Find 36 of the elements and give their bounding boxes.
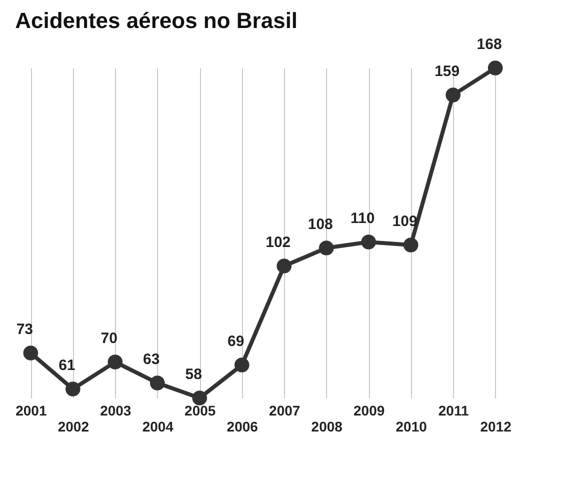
- point: [23, 346, 38, 360]
- point: [234, 358, 250, 372]
- x-tick-label: 2003: [100, 402, 132, 418]
- x-tick-label: 2010: [396, 418, 428, 434]
- data-label: 58: [185, 366, 202, 383]
- data-label: 63: [143, 351, 160, 368]
- point: [446, 88, 460, 102]
- point: [488, 60, 503, 76]
- x-tick-label: 2008: [311, 418, 343, 434]
- data-label: 102: [266, 234, 291, 251]
- point: [318, 240, 334, 256]
- point: [150, 376, 165, 390]
- x-tick-label: 2002: [58, 418, 90, 434]
- x-tick-label: 2005: [184, 402, 216, 418]
- point: [361, 234, 376, 250]
- data-label: 69: [228, 333, 244, 350]
- data-label: 159: [434, 63, 460, 80]
- point: [66, 382, 80, 396]
- data-label: 70: [100, 330, 118, 347]
- data-label: 61: [58, 357, 76, 374]
- data-label: 168: [476, 36, 502, 53]
- point: [192, 390, 208, 406]
- x-tick-label: 2011: [438, 402, 469, 418]
- x-tick-label: 2007: [269, 402, 300, 418]
- point: [276, 258, 292, 274]
- data-label: 110: [350, 210, 375, 227]
- x-tick-label: 2006: [226, 418, 258, 434]
- data-label: 108: [308, 216, 333, 233]
- point: [403, 238, 418, 252]
- x-tick-label: 2012: [480, 418, 512, 434]
- x-tick-label: 2004: [142, 418, 174, 434]
- data-label: 73: [16, 321, 34, 338]
- x-tick-label: 2001: [16, 402, 47, 418]
- point: [108, 354, 123, 370]
- x-tick-label: 2009: [354, 402, 385, 418]
- chart-title: Acidentes aéreos no Brasil: [15, 8, 298, 33]
